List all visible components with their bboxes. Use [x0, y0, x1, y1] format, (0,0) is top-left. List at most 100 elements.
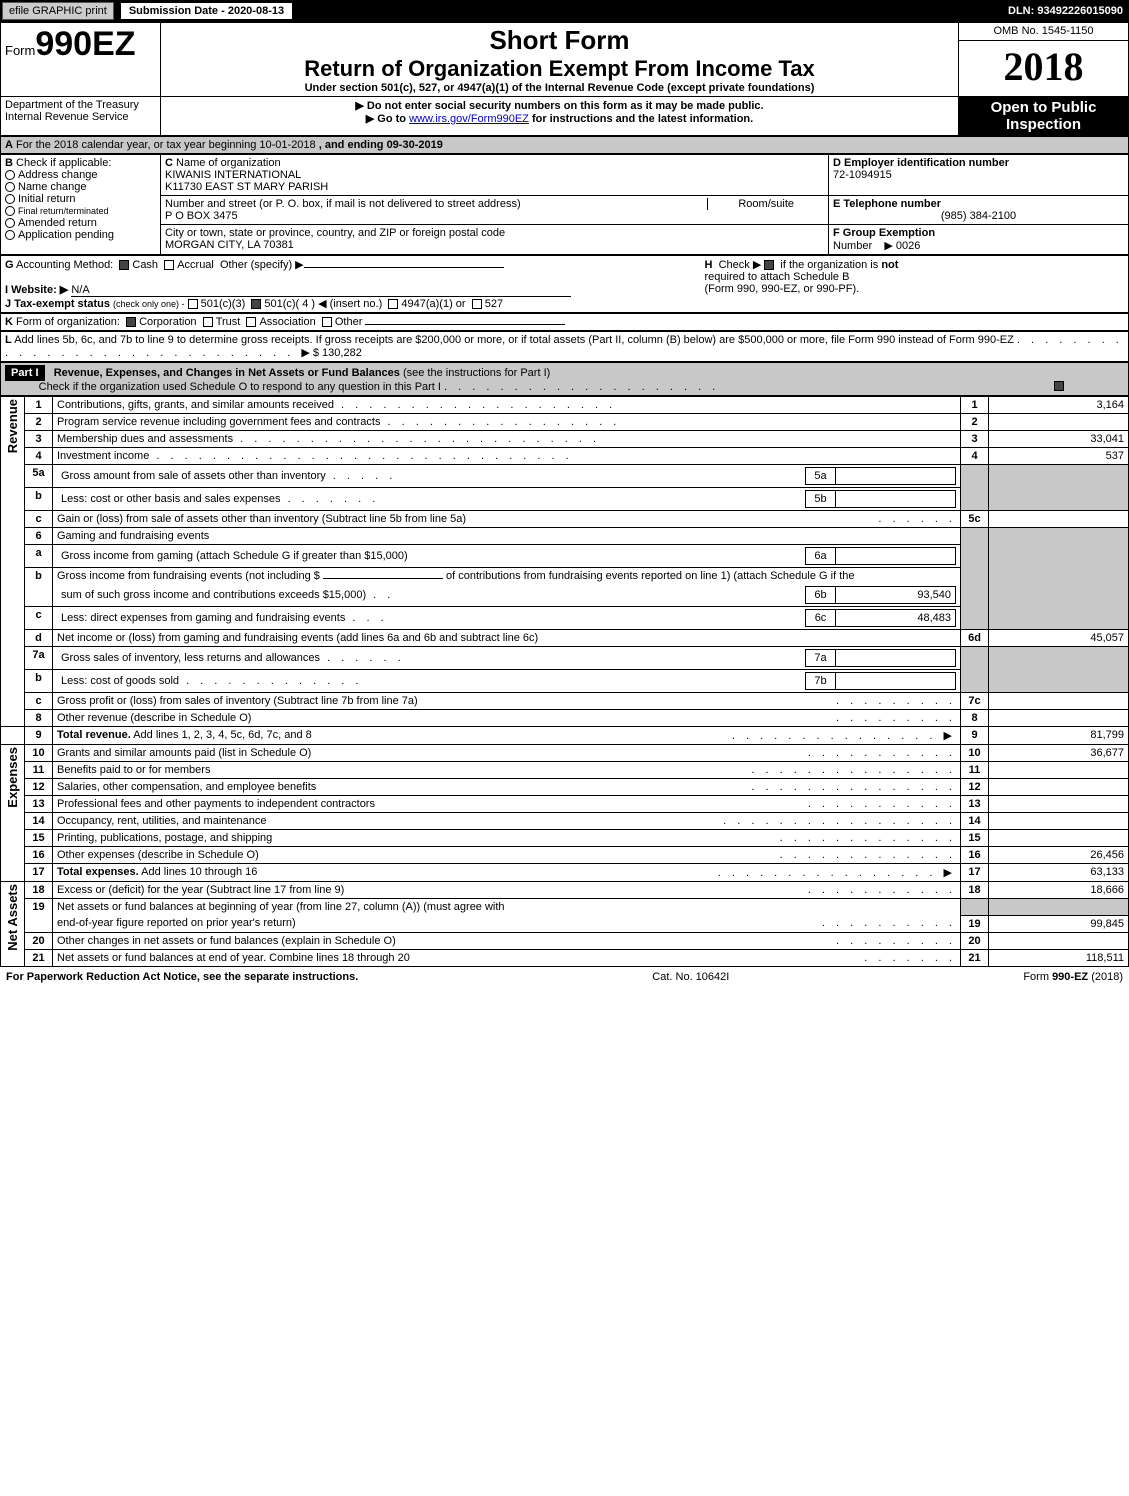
line-12-desc: Salaries, other compensation, and employ… — [57, 781, 316, 793]
line-11-desc: Benefits paid to or for members — [57, 764, 210, 776]
line-6b-sub: 6b — [806, 587, 836, 604]
other-org-checkbox[interactable] — [322, 317, 332, 327]
line-6a-sub: 6a — [806, 548, 836, 565]
line-18-num: 18 — [25, 882, 53, 899]
section-b-label: B — [5, 157, 13, 169]
footer-mid: Cat. No. 10642I — [652, 971, 729, 983]
application-pending-label: Application pending — [18, 229, 114, 241]
trust-checkbox[interactable] — [203, 317, 213, 327]
section-e-label: E Telephone number — [833, 198, 941, 210]
section-h-text3: required to attach Schedule B — [705, 271, 850, 283]
section-c-label: C — [165, 157, 173, 169]
final-return-radio[interactable] — [5, 206, 15, 216]
initial-return-radio[interactable] — [5, 194, 15, 204]
schedule-b-checkbox[interactable] — [764, 260, 774, 270]
name-change-label: Name change — [18, 181, 87, 193]
line-13-amt — [989, 796, 1129, 813]
part-1-title: Revenue, Expenses, and Changes in Net As… — [54, 367, 400, 379]
org-name-1: KIWANIS INTERNATIONAL — [165, 169, 301, 181]
schedule-o-checkbox[interactable] — [1054, 381, 1064, 391]
line-7a-subamt — [836, 650, 956, 667]
other-org-input[interactable] — [365, 324, 565, 325]
footer-right-form: Form — [1023, 971, 1049, 983]
line-18-box: 18 — [961, 882, 989, 899]
footer-left: For Paperwork Reduction Act Notice, see … — [6, 971, 358, 983]
line-21-num: 21 — [25, 949, 53, 966]
line-11-amt — [989, 762, 1129, 779]
line-8-desc: Other revenue (describe in Schedule O) — [57, 712, 251, 724]
open-public-2: Inspection — [963, 116, 1124, 133]
irs-label: Internal Revenue Service — [5, 111, 156, 123]
line-5b-desc: Less: cost or other basis and sales expe… — [61, 493, 281, 505]
line-6d-box: 6d — [961, 630, 989, 647]
line-5c-box: 5c — [961, 511, 989, 528]
line-6a-subamt — [836, 548, 956, 565]
line-2-amt — [989, 414, 1129, 431]
line-19-desc2: end-of-year figure reported on prior yea… — [57, 917, 296, 929]
line-2-num: 2 — [25, 414, 53, 431]
501c3-checkbox[interactable] — [188, 299, 198, 309]
open-public-1: Open to Public — [963, 99, 1124, 116]
part-1-bar: Part I — [5, 365, 45, 381]
line-3-num: 3 — [25, 431, 53, 448]
goto-suffix: for instructions and the latest informat… — [532, 113, 753, 125]
accrual-checkbox[interactable] — [164, 260, 174, 270]
cash-checkbox[interactable] — [119, 260, 129, 270]
line-3-desc: Membership dues and assessments — [57, 433, 233, 445]
part-1-check-text: Check if the organization used Schedule … — [39, 381, 441, 393]
efile-print-button[interactable]: efile GRAPHIC print — [2, 2, 114, 20]
527-checkbox[interactable] — [472, 299, 482, 309]
amended-return-radio[interactable] — [5, 218, 15, 228]
section-h-not: not — [881, 259, 898, 271]
line-17-box: 17 — [961, 864, 989, 882]
line-17-desc: Total expenses. — [57, 866, 139, 878]
section-i-label: I Website: ▶ — [5, 284, 68, 296]
line-6b-input[interactable] — [323, 578, 443, 579]
line-1-desc: Contributions, gifts, grants, and simila… — [57, 399, 334, 411]
line-21-amt: 118,511 — [989, 949, 1129, 966]
line-19-box: 19 — [961, 915, 989, 932]
section-k-label: K — [5, 316, 13, 328]
line-6d-amt: 45,057 — [989, 630, 1129, 647]
goto-prefix: ▶ Go to — [366, 113, 406, 125]
line-6c-subamt: 48,483 — [836, 610, 956, 627]
line-5c-desc: Gain or (loss) from sale of assets other… — [57, 513, 466, 525]
address-change-label: Address change — [18, 169, 98, 181]
application-pending-radio[interactable] — [5, 230, 15, 240]
other-org-label: Other — [335, 316, 363, 328]
line-11-box: 11 — [961, 762, 989, 779]
line-6b-desc2: of contributions from fundraising events… — [446, 570, 854, 582]
501c-label: 501(c)( 4 ) ◀ (insert no.) — [264, 298, 382, 310]
line-4-num: 4 — [25, 448, 53, 465]
line-7b-sub: 7b — [806, 673, 836, 690]
line-18-desc: Excess or (deficit) for the year (Subtra… — [57, 884, 344, 896]
line-6d-num: d — [25, 630, 53, 647]
other-method-input[interactable] — [304, 267, 504, 268]
line-5b-num: b — [25, 488, 53, 511]
line-13-box: 13 — [961, 796, 989, 813]
line-5a-sub: 5a — [806, 468, 836, 485]
form-number-big: 990EZ — [35, 25, 135, 63]
line-16-amt: 26,456 — [989, 847, 1129, 864]
line-7b-subamt — [836, 673, 956, 690]
association-checkbox[interactable] — [246, 317, 256, 327]
line-5a-desc: Gross amount from sale of assets other t… — [61, 470, 326, 482]
irs-link[interactable]: www.irs.gov/Form990EZ — [409, 113, 529, 125]
line-16-num: 16 — [25, 847, 53, 864]
section-a-ending: , and ending 09-30-2019 — [319, 139, 443, 151]
address-change-radio[interactable] — [5, 170, 15, 180]
name-change-radio[interactable] — [5, 182, 15, 192]
section-l-label: L — [5, 334, 12, 346]
tax-year: 2018 — [959, 41, 1129, 97]
4947-label: 4947(a)(1) or — [401, 298, 465, 310]
line-6-num: 6 — [25, 528, 53, 545]
group-exemption-value: ▶ 0026 — [884, 240, 920, 252]
corporation-checkbox[interactable] — [126, 317, 136, 327]
form-of-org-label: Form of organization: — [16, 316, 120, 328]
4947-checkbox[interactable] — [388, 299, 398, 309]
section-h-text2: if the organization is — [780, 259, 878, 271]
line-6d-desc: Net income or (loss) from gaming and fun… — [53, 630, 961, 647]
501c-checkbox[interactable] — [251, 299, 261, 309]
expenses-section-label: Expenses — [5, 747, 20, 808]
line-19-desc: Net assets or fund balances at beginning… — [53, 899, 961, 916]
